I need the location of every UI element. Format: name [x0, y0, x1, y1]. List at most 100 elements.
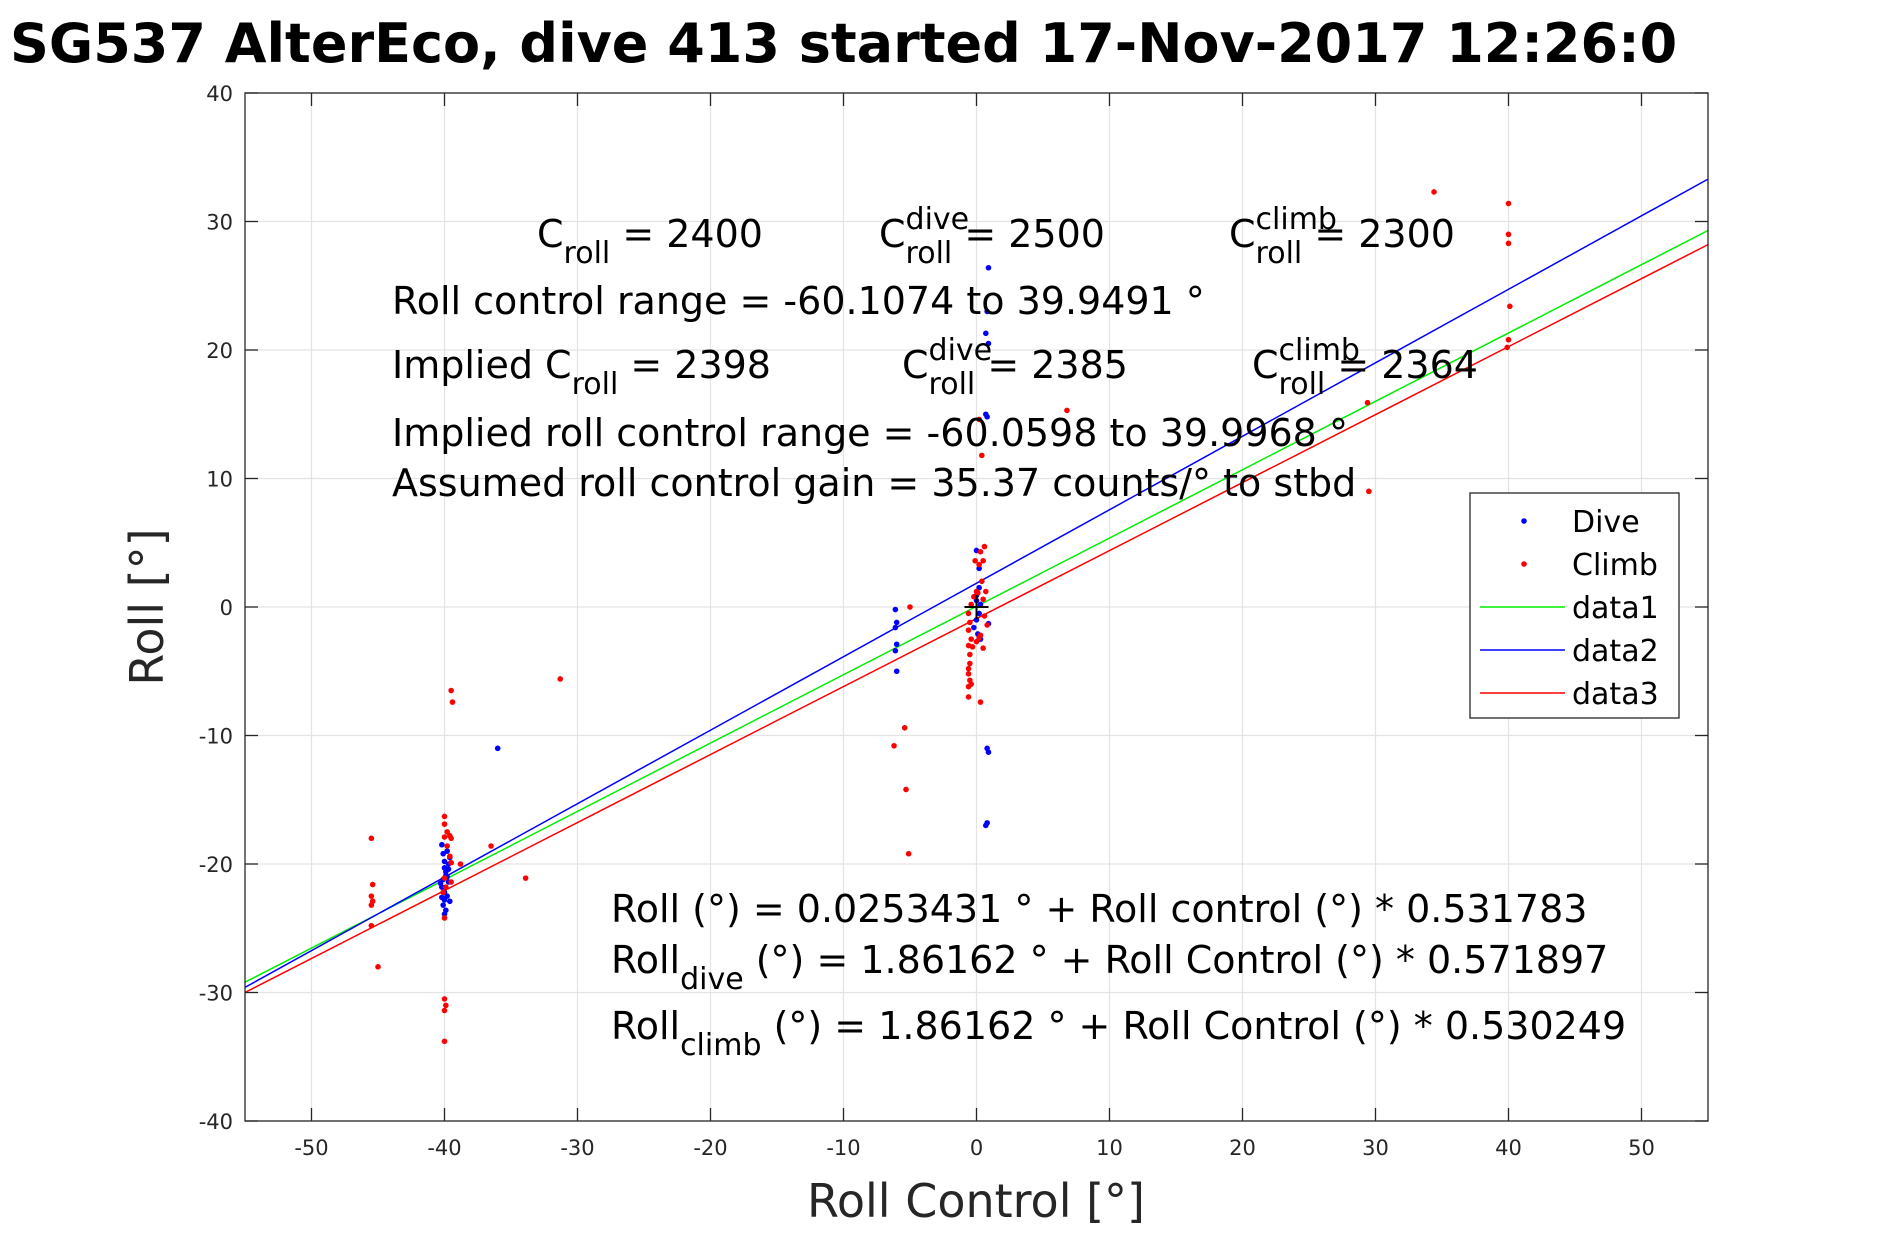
annotation: Rollclimb (°) = 1.86162 ° + Roll Control…: [611, 1004, 1626, 1063]
dive-point: [983, 822, 989, 829]
annotation-part: climb: [680, 1028, 761, 1063]
annotation-part: Assumed roll control gain = 35.37 counts…: [392, 461, 1356, 505]
dive-point: [985, 340, 992, 347]
climb-point: [976, 416, 982, 423]
climb-point: [969, 644, 976, 650]
climb-point: [441, 834, 448, 840]
dive-point: [977, 601, 984, 608]
climb-point: [457, 861, 464, 867]
annotation-part: roll: [564, 236, 611, 271]
climb-point: [967, 660, 973, 667]
climb-point: [448, 687, 454, 694]
dive-point: [893, 641, 900, 648]
data-points: [368, 189, 1513, 1045]
climb-point: [369, 881, 376, 888]
y-axis-label: Roll [°]: [120, 528, 174, 685]
y-tick-label: 40: [206, 82, 233, 106]
dive-point: [971, 624, 977, 631]
y-tick-label: -20: [199, 853, 233, 877]
annotation-part: C: [1229, 212, 1256, 256]
annotation-part: dive: [680, 962, 744, 997]
annotation-part: (°) = 1.86162 ° + Roll Control (°) * 0.5…: [762, 1004, 1627, 1048]
annotation-part: C: [879, 212, 906, 256]
climb-point: [975, 590, 981, 596]
x-tick-label: 0: [970, 1136, 983, 1160]
climb-point: [441, 821, 448, 827]
climb-point: [368, 893, 375, 899]
climb-point: [972, 557, 978, 564]
dive-point: [441, 911, 448, 917]
climb-point: [1504, 344, 1510, 351]
climb-point: [440, 889, 446, 896]
dive-point: [441, 858, 448, 865]
annotation: Assumed roll control gain = 35.37 counts…: [392, 461, 1356, 505]
climb-point: [449, 699, 456, 705]
climb-point: [984, 622, 990, 628]
x-tick-label: -40: [427, 1136, 461, 1160]
climb-point: [968, 636, 974, 642]
climb-point: [375, 964, 381, 970]
climb-point: [979, 452, 985, 459]
y-tick-label: -30: [199, 982, 233, 1006]
dive-point: [439, 894, 445, 901]
climb-point: [1507, 303, 1513, 310]
dive-point: [494, 745, 501, 752]
climb-point: [1505, 231, 1512, 238]
climb-point: [907, 604, 913, 610]
dive-point: [892, 647, 899, 654]
climb-point: [981, 543, 988, 550]
origin-marker: [964, 595, 989, 619]
legend-label-data3: data3: [1572, 677, 1659, 712]
annotation-part: (°) = 1.86162 ° + Roll Control (°) * 0.5…: [744, 938, 1609, 982]
climb-point: [488, 843, 494, 849]
annotation: Roll (°) = 0.0253431 ° + Roll control (°…: [611, 887, 1587, 931]
climb-point: [448, 859, 454, 866]
climb-point: [441, 1038, 448, 1045]
climb-point: [901, 724, 908, 731]
annotation-part: = 2364: [1325, 343, 1478, 387]
climb-point: [971, 593, 977, 600]
annotation-part: climb: [1279, 333, 1360, 368]
annotation-part: roll: [1279, 367, 1326, 402]
legend-box: [1469, 492, 1680, 719]
annotation: Cdive roll = 2385: [902, 333, 1128, 402]
annotation-part: = 2500: [952, 212, 1105, 256]
climb-point: [1505, 200, 1512, 207]
climb-point: [965, 610, 972, 617]
climb-point: [441, 996, 448, 1002]
dive-point: [893, 668, 900, 675]
x-tick-label: -30: [560, 1136, 594, 1160]
dive-point: [444, 848, 450, 854]
axis-ticks: [245, 92, 1708, 1122]
dive-point: [973, 617, 980, 623]
dive-point: [893, 619, 900, 626]
climb-point: [1064, 407, 1070, 414]
dive-point: [983, 330, 989, 337]
annotation-part: = 2400: [610, 212, 763, 256]
annotation-part: roll: [572, 367, 619, 402]
annotation-part: C: [1252, 343, 1279, 387]
annotation-part: roll: [906, 236, 953, 271]
climb-point: [441, 1007, 448, 1014]
x-tick-label: 40: [1495, 1136, 1522, 1160]
x-axis-label: Roll Control [°]: [807, 1174, 1145, 1228]
annotation: Roll control range = -60.1074 to 39.9491…: [392, 279, 1205, 323]
fit-line-data2: [244, 178, 1709, 989]
annotation-part: C: [902, 343, 929, 387]
dive-point: [976, 565, 982, 572]
climb-point: [980, 596, 986, 603]
legend-label-Dive: Dive: [1572, 505, 1640, 540]
climb-point: [980, 557, 986, 564]
annotation: Implied roll control range = -60.0598 to…: [392, 411, 1348, 455]
climb-point: [1366, 488, 1372, 495]
dive-point: [976, 610, 982, 617]
dive-point: [440, 850, 446, 857]
climb-point: [905, 850, 912, 857]
x-tick-label: -10: [826, 1136, 860, 1160]
dive-point: [984, 414, 990, 420]
climb-point: [967, 619, 973, 626]
climb-point: [448, 879, 454, 885]
legend: Dive Climb data1 data2 data3: [1469, 492, 1680, 719]
annotation-part: Roll: [611, 938, 680, 982]
x-tick-label: 50: [1628, 1136, 1655, 1160]
